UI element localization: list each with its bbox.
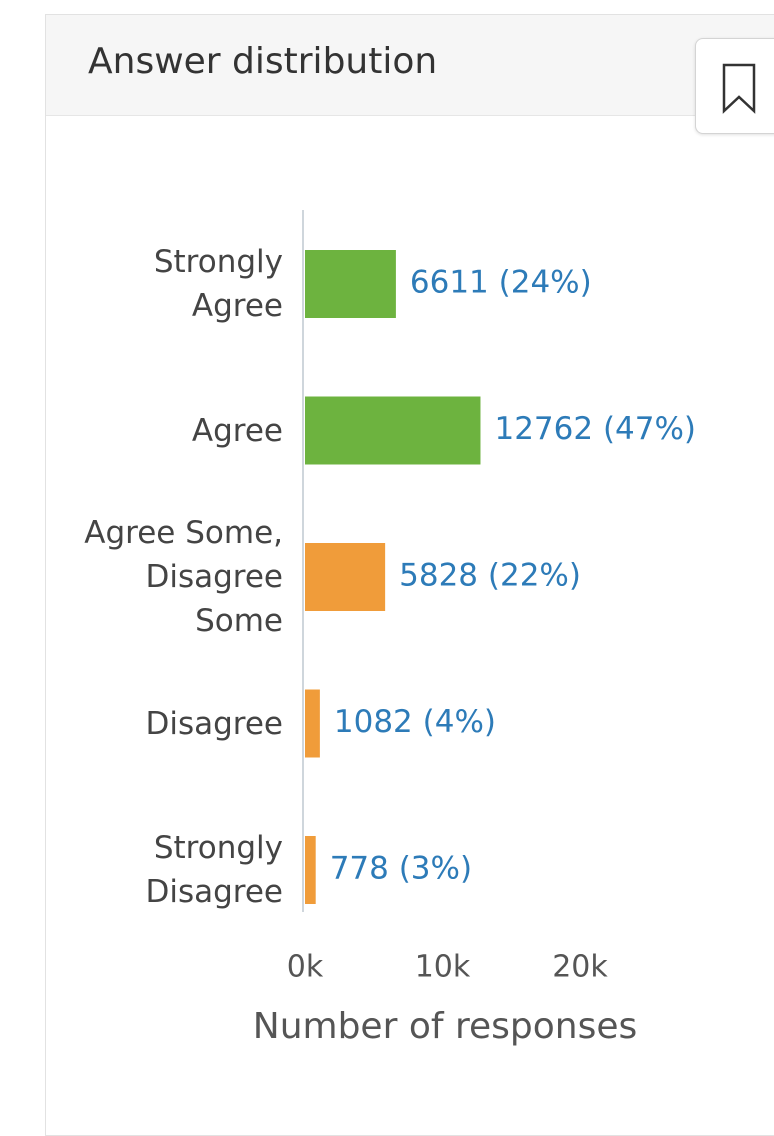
bookmark-button[interactable] — [695, 38, 774, 134]
category-label: Strongly Agree — [153, 244, 283, 324]
card: Answer distribution — [45, 14, 774, 1136]
value-label: 12762 (47%) — [494, 411, 696, 447]
category-label: Agree — [191, 412, 283, 449]
bar — [305, 689, 320, 758]
bar — [305, 250, 396, 318]
value-label: 6611 (24%) — [410, 265, 592, 301]
category-label: Agree Some, Disagree Some — [84, 515, 283, 639]
bar — [305, 543, 386, 611]
value-label: 5828 (22%) — [399, 558, 581, 594]
card-header: Answer distribution — [46, 15, 774, 116]
category-label: Strongly Disagree — [145, 830, 283, 910]
value-label: 778 (3%) — [330, 851, 472, 887]
x-tick-label: 20k — [552, 950, 608, 985]
category-label: Disagree — [145, 705, 283, 742]
x-tick-label: 10k — [415, 950, 471, 985]
bar — [305, 836, 316, 904]
chart-title: Answer distribution — [88, 41, 438, 82]
x-axis-title: Number of responses — [253, 1006, 637, 1047]
bookmark-icon — [722, 63, 756, 114]
value-label: 1082 (4%) — [334, 704, 496, 740]
x-tick-label: 0k — [287, 950, 324, 985]
bar — [305, 396, 481, 465]
